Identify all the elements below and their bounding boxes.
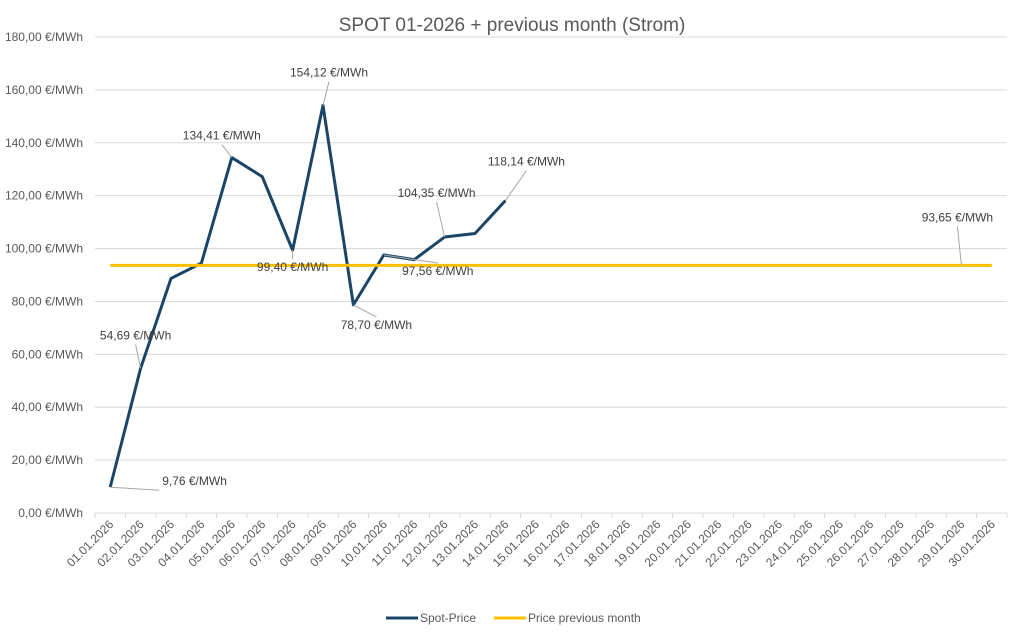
y-tick-label: 180,00 €/MWh bbox=[5, 30, 83, 44]
data-label: 118,14 €/MWh bbox=[488, 155, 565, 169]
gridlines bbox=[95, 36, 1007, 461]
data-label-leader bbox=[135, 344, 142, 369]
y-tick-label: 120,00 €/MWh bbox=[5, 189, 83, 203]
data-label: 9,76 €/MWh bbox=[162, 474, 227, 488]
data-label-leader bbox=[956, 226, 962, 266]
data-labels: 9,76 €/MWh 54,69 €/MWh 134,41 €/MWh 99,40 €… bbox=[100, 65, 993, 491]
data-label: 97,56 €/MWh bbox=[402, 264, 473, 278]
data-label-leader bbox=[221, 144, 233, 158]
series-line-spot-price bbox=[108, 103, 507, 488]
y-tick-label: 20,00 €/MWh bbox=[12, 453, 83, 467]
data-label-leader bbox=[353, 304, 377, 318]
data-label: 78,70 €/MWh bbox=[341, 318, 412, 332]
legend-label-spot-price: Spot-Price bbox=[420, 611, 476, 625]
y-tick-label: 0,00 €/MWh bbox=[18, 506, 83, 520]
chart-title: SPOT 01-2026 + previous month (Strom) bbox=[339, 15, 686, 36]
data-label: 99,40 €/MWh bbox=[257, 260, 328, 274]
y-tick-label: 80,00 €/MWh bbox=[12, 294, 83, 308]
y-axis-ticks: 0,00 €/MWh 20,00 €/MWh 40,00 €/MWh 60,00 €/… bbox=[5, 30, 83, 520]
data-label-leader bbox=[110, 486, 160, 491]
legend: Spot-Price Price previous month bbox=[386, 611, 641, 625]
data-label-leader bbox=[383, 254, 438, 264]
data-label: 54,69 €/MWh bbox=[100, 328, 171, 342]
y-tick-label: 100,00 €/MWh bbox=[5, 242, 83, 256]
data-label-leader bbox=[436, 201, 446, 238]
legend-label-previous-month: Price previous month bbox=[528, 611, 641, 625]
data-label-leader bbox=[322, 81, 330, 106]
x-axis: 01.01.202602.01.202603.01.202604.01.2026… bbox=[64, 512, 1008, 570]
y-tick-label: 140,00 €/MWh bbox=[5, 136, 83, 150]
y-tick-label: 160,00 €/MWh bbox=[5, 83, 83, 97]
data-label-leader bbox=[504, 170, 527, 201]
y-tick-label: 40,00 €/MWh bbox=[12, 400, 83, 414]
y-tick-label: 60,00 €/MWh bbox=[12, 347, 83, 361]
data-label: 134,41 €/MWh bbox=[183, 129, 261, 143]
data-label: 93,65 €/MWh bbox=[922, 210, 993, 224]
data-label: 154,12 €/MWh bbox=[290, 65, 368, 79]
data-label: 104,35 €/MWh bbox=[398, 186, 476, 200]
